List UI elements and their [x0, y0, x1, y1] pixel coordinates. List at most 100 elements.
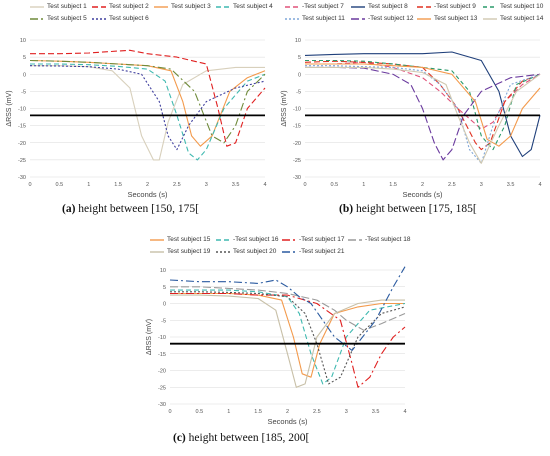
legend-item: -Test subject 9 — [417, 3, 476, 10]
legend-label: Test subject 3 — [171, 3, 211, 10]
legend-swatch — [417, 17, 431, 20]
x-tick-label: 2.5 — [173, 182, 181, 188]
legend-swatch — [154, 5, 168, 8]
series-line — [30, 65, 265, 161]
legend-swatch — [285, 17, 299, 20]
legend-label: Test subject 11 — [302, 15, 345, 22]
x-tick-label: 1 — [362, 182, 365, 188]
caption-text: height between [150, 175[ — [78, 203, 200, 215]
legend-label: Test subject 2 — [109, 3, 149, 10]
panel-c: Test subject 15 -Test subject 16 -Test sub… — [140, 232, 415, 456]
legend-label: Test subject 1 — [47, 3, 87, 10]
series-line — [305, 66, 541, 161]
legend-c: Test subject 15 -Test subject 16 -Test sub… — [150, 236, 411, 276]
legend-a: Test subject 1 Test subject 2 Test subject… — [30, 3, 273, 33]
x-tick-label: 2 — [146, 182, 149, 188]
series-line — [170, 292, 406, 388]
y-axis-label: ΔRSS (mV) — [6, 90, 13, 126]
series-line — [170, 289, 406, 385]
series-line — [305, 66, 541, 164]
x-tick-label: 0.5 — [331, 182, 339, 188]
x-axis-label: Seconds (s) — [267, 417, 308, 426]
legend-swatch — [216, 5, 230, 8]
y-tick-label: 0 — [298, 72, 301, 78]
legend-swatch — [150, 238, 164, 241]
caption-letter: (b) — [339, 203, 354, 215]
legend-label: Test subject 5 — [47, 15, 87, 22]
series-line — [169, 266, 406, 351]
legend-label: -Test subject 16 — [233, 236, 279, 243]
series-line — [30, 49, 266, 147]
legend-swatch — [351, 17, 365, 20]
legend-swatch — [92, 17, 106, 20]
x-axis-label: Seconds (s) — [127, 190, 168, 199]
x-tick-label: 1.5 — [114, 182, 122, 188]
series-line — [30, 63, 266, 161]
legend-swatch — [351, 5, 365, 8]
legend-swatch — [348, 238, 362, 241]
legend-item: Test subject 6 — [92, 15, 149, 22]
legend-swatch — [483, 17, 497, 20]
legend-swatch — [92, 5, 106, 8]
y-tick-label: -5 — [161, 318, 166, 324]
legend-swatch — [30, 17, 44, 20]
legend-item: Test subject 4 — [216, 3, 273, 10]
y-tick-label: 10 — [160, 268, 166, 274]
legend-label: -Test subject 7 — [302, 3, 344, 10]
legend-label: Test subject 8 — [368, 3, 408, 10]
x-tick-label: 0 — [168, 409, 171, 415]
x-tick-label: 2 — [286, 409, 289, 415]
legend-label: Test subject 13 — [434, 15, 478, 22]
caption-text: height between [175, 185[ — [355, 203, 477, 215]
legend-item: -Test subject 18 — [348, 236, 411, 243]
legend-item: -Test subject 12 — [351, 15, 414, 22]
y-tick-label: -30 — [293, 175, 301, 181]
legend-item: Test subject 19 — [150, 248, 210, 255]
legend-item: Test subject 13 — [417, 15, 477, 22]
x-tick-label: 0.5 — [196, 409, 204, 415]
series-line — [305, 63, 541, 147]
x-tick-label: 4 — [538, 182, 541, 188]
x-tick-label: 4 — [263, 182, 266, 188]
y-tick-label: -10 — [293, 107, 301, 113]
x-tick-label: 3.5 — [372, 409, 380, 415]
legend-item: -Test subject 7 — [285, 3, 344, 10]
series-line — [170, 294, 405, 388]
legend-item: Test subject 8 — [351, 3, 408, 10]
legend-label: -Test subject 17 — [299, 236, 345, 243]
y-tick-label: 10 — [20, 38, 26, 44]
legend-swatch — [285, 5, 299, 8]
x-tick-label: 0 — [28, 182, 31, 188]
legend-swatch — [216, 250, 230, 253]
x-tick-label: 3 — [480, 182, 483, 188]
legend-swatch — [282, 250, 296, 253]
series-line — [29, 65, 266, 151]
y-tick-label: -25 — [18, 158, 26, 164]
legend-item: Test subject 1 — [30, 3, 87, 10]
legend-swatch — [150, 250, 164, 253]
y-tick-label: 0 — [23, 72, 26, 78]
legend-item: Test subject 5 — [30, 15, 87, 22]
caption-text: height between [185, 200[ — [188, 432, 310, 444]
x-tick-label: 0 — [303, 182, 306, 188]
series-line — [170, 292, 405, 378]
legend-item: Test subject 14 — [483, 15, 543, 22]
y-tick-label: -25 — [158, 385, 166, 391]
y-tick-label: -15 — [18, 124, 26, 130]
legend-item: -Test subject 17 — [282, 236, 345, 243]
legend-swatch — [216, 238, 230, 241]
x-tick-label: 1 — [227, 409, 230, 415]
y-tick-label: -15 — [158, 352, 166, 358]
legend-label: Test subject 4 — [233, 3, 273, 10]
legend-item: -Test subject 16 — [216, 236, 279, 243]
x-axis-label: Seconds (s) — [402, 190, 443, 199]
y-tick-label: -10 — [18, 107, 26, 113]
legend-item: Test subject 20 — [216, 248, 276, 255]
y-tick-label: -30 — [18, 175, 26, 181]
y-tick-label: -20 — [158, 369, 166, 375]
legend-item: Test subject 3 — [154, 3, 211, 10]
caption-a: (a) height between [150, 175[ — [62, 203, 199, 215]
legend-item: Test subject 2 — [92, 3, 149, 10]
